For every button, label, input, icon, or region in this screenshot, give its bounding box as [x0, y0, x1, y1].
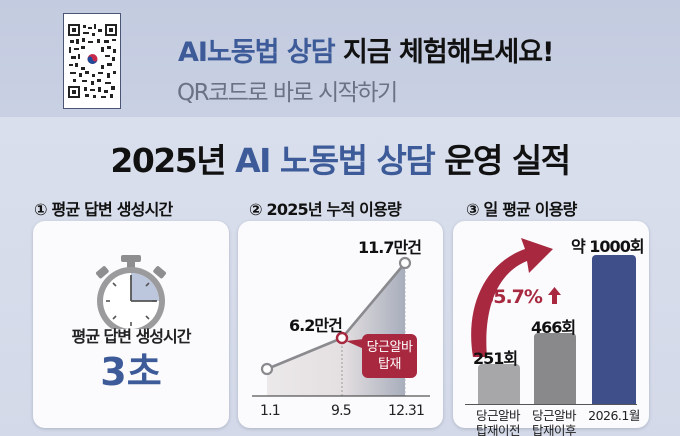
arrow-up-icon [547, 287, 561, 304]
daily-usage-card: 85.7% 251회 466회 약 1000회 당근알바 탑재이전 당근알바 탑… [453, 221, 649, 436]
section-heading-cumulative-usage: ② 2025년 누적 이용량 [249, 196, 402, 220]
point-label-end: 11.7만건 [358, 238, 422, 257]
bar-jan-2026 [592, 255, 636, 404]
x-tick: 1.1 [260, 403, 281, 419]
x-tick: 9.5 [331, 403, 352, 419]
page-title: 2025년 AI 노동법 상담 운영 실적 [0, 134, 680, 182]
annotation-line2: 탑재 [378, 357, 401, 372]
bar-label-after: 466회 [531, 318, 576, 337]
bar-label-jan-2026: 약 1000회 [571, 237, 645, 256]
banner-subtitle: QR코드로 바로 시작하기 [177, 80, 398, 106]
annotation-line1: 당근알바 [366, 340, 413, 355]
category-label: 당근알바 탑재이전 [467, 408, 529, 436]
banner-title-rest: 지금 체험해보세요! [342, 37, 554, 68]
category-line: 탑재이후 [531, 423, 577, 436]
category-label: 당근알바 탑재이후 [523, 408, 585, 436]
category-line: 당근알바 [531, 408, 577, 423]
growth-arrow-icon [471, 238, 553, 357]
section-label: 평균 답변 생성시간 [51, 200, 174, 219]
title-highlight: AI 노동법 상담 [235, 141, 436, 180]
category-line: 2026.1월 [588, 408, 640, 423]
response-time-card: 평균 답변 생성시간 3초 [33, 221, 229, 428]
qr-code-icon [67, 23, 118, 101]
qr-code[interactable] [63, 13, 121, 109]
cumulative-usage-card: 11.7만건 6.2만건 당근알바 탑재 1.1 9.5 12.31 [238, 221, 443, 428]
growth-rate: 85.7% [481, 286, 561, 308]
x-tick: 12.31 [388, 403, 425, 419]
bar-label-before: 251회 [473, 349, 518, 368]
annotation-tag: 당근알바 탑재 [362, 334, 417, 378]
title-rest: 운영 실적 [444, 141, 571, 180]
promo-banner: AI노동법 상담 지금 체험해보세요! QR코드로 바로 시작하기 [0, 0, 680, 117]
x-axis [465, 404, 637, 406]
section-heading-response-time: ① 평균 답변 생성시간 [34, 196, 174, 220]
section-heading-daily-usage: ③ 일 평균 이용량 [466, 196, 577, 220]
category-line: 탑재이전 [475, 423, 521, 436]
stopwatch-icon [93, 255, 169, 331]
section-number: ③ [466, 200, 480, 219]
category-line: 당근알바 [475, 408, 521, 423]
growth-value: 85.7% [481, 286, 543, 308]
section-number: ② [249, 200, 263, 219]
section-label: 일 평균 이용량 [483, 200, 578, 219]
banner-title: AI노동법 상담 지금 체험해보세요! [178, 30, 554, 69]
response-time-label: 평균 답변 생성시간 [71, 327, 192, 346]
bar-before [478, 364, 520, 404]
response-time-value: 3초 [100, 350, 162, 394]
category-label: 2026.1월 [583, 408, 645, 423]
section-number: ① [34, 200, 48, 219]
section-label: 2025년 누적 이용량 [266, 200, 402, 219]
banner-title-highlight: AI노동법 상담 [178, 37, 336, 68]
point-label-mid: 6.2만건 [289, 316, 343, 335]
title-year: 2025년 [110, 141, 226, 180]
bar-after [534, 333, 576, 404]
